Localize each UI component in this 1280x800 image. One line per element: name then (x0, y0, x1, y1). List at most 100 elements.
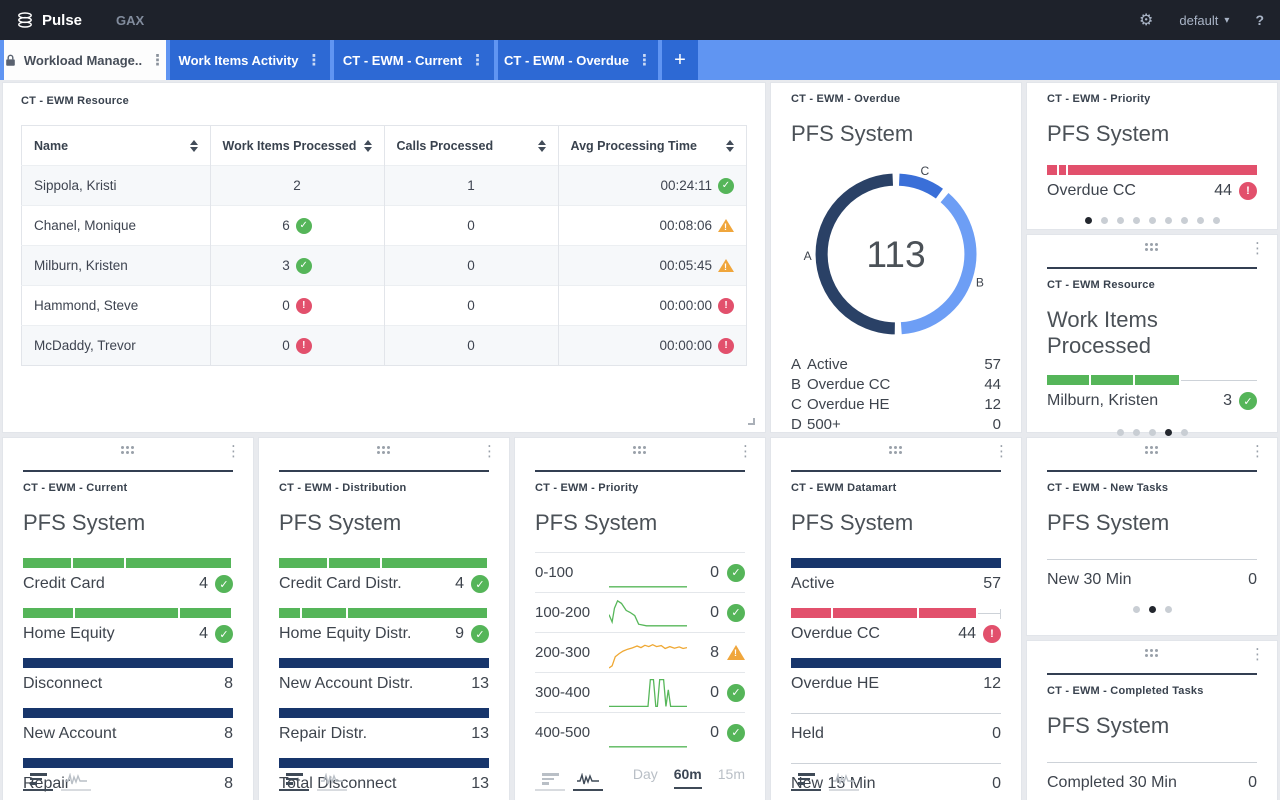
pagination-dots[interactable] (1047, 606, 1257, 613)
widget-title: CT - EWM - Distribution (279, 482, 407, 494)
sparkline-view-toggle[interactable] (573, 773, 603, 791)
bar-chart-view-toggle[interactable] (279, 773, 309, 791)
kpi-value: 44 (1214, 182, 1232, 199)
bar-chart-view-toggle[interactable] (535, 773, 565, 791)
sparkline-view-toggle[interactable] (829, 773, 859, 791)
pulse-brand[interactable]: Pulse (16, 12, 82, 29)
bar-chart-view-toggle[interactable] (791, 773, 821, 791)
column-header-name[interactable]: Name (21, 125, 211, 166)
object-title: PFS System (279, 510, 402, 535)
kpi-bar (791, 558, 1001, 568)
spark-row: 300-400 0 (535, 672, 745, 712)
widget-ct-ewm-completed-tasks: ⋮ CT - EWM - Completed Tasks PFS System … (1026, 640, 1278, 800)
drag-handle-icon[interactable] (1144, 446, 1160, 456)
help-icon[interactable]: ? (1255, 12, 1264, 28)
drag-handle-icon[interactable] (1144, 243, 1160, 253)
object-title: PFS System (791, 510, 914, 535)
bar-chart-icon (29, 773, 47, 785)
status-alert-icon (718, 297, 734, 314)
widget-divider (791, 470, 1001, 472)
tab-menu-icon[interactable]: ⋮ (636, 51, 652, 69)
object-title: Work Items Processed (1047, 307, 1158, 358)
object-title: PFS System (1047, 121, 1170, 146)
sparkline-chart (609, 677, 687, 709)
widget-menu-icon[interactable]: ⋮ (226, 443, 241, 460)
add-tab-button[interactable]: + (662, 40, 698, 80)
tab-label: CT - EWM - Current (342, 52, 463, 68)
column-header-work-items[interactable]: Work Items Processed (210, 125, 385, 166)
status-ok-icon (215, 625, 233, 643)
tab-menu-icon[interactable]: ⋮ (306, 51, 322, 69)
sort-icon[interactable] (726, 140, 734, 152)
widget-menu-icon[interactable]: ⋮ (1250, 443, 1265, 460)
drag-handle-icon[interactable] (376, 446, 392, 456)
sparkline-chart (609, 597, 687, 629)
tab-label: Work Items Activity (178, 52, 299, 68)
time-range-60m[interactable]: 60m (673, 766, 702, 789)
column-header-avg-time[interactable]: Avg Processing Time (558, 125, 747, 166)
kpi-row: Active 57 (791, 558, 1001, 596)
cell-name: McDaddy, Trevor (21, 325, 211, 366)
sort-icon[interactable] (190, 140, 198, 152)
profile-label: default (1179, 12, 1219, 28)
sort-icon[interactable] (364, 140, 372, 152)
settings-gear-icon[interactable]: ⚙ (1139, 12, 1154, 29)
tab-ct-ewm-overdue[interactable]: CT - EWM - Overdue ⋮ (498, 40, 658, 80)
time-range-15m[interactable]: 15m (717, 766, 745, 782)
cell-avg-time: 00:05:45 (659, 258, 712, 273)
pagination-dots[interactable] (1047, 217, 1257, 224)
cell-calls: 1 (467, 178, 475, 193)
pulse-logo-icon (18, 12, 32, 28)
nav-gax-link[interactable]: GAX (116, 12, 145, 28)
brand-label: Pulse (42, 11, 83, 29)
column-header-calls[interactable]: Calls Processed (384, 125, 559, 166)
sort-icon[interactable] (538, 140, 546, 152)
kpi-bar (791, 708, 1001, 718)
status-warning-icon (718, 259, 734, 272)
kpi-row: Disconnect 8 (23, 658, 233, 696)
profile-dropdown[interactable]: default ▾ (1179, 13, 1229, 28)
cell-work-items: 2 (293, 178, 301, 193)
widget-ct-ewm-new-tasks: ⋮ CT - EWM - New Tasks PFS System New 30… (1026, 437, 1278, 636)
object-title: PFS System (791, 121, 914, 146)
table-row: McDaddy, Trevor 0 0 00:00:00 (21, 325, 747, 366)
kpi-row: Home Equity 4 (23, 608, 233, 646)
widget-resize-handle[interactable] (748, 418, 755, 425)
tab-menu-icon[interactable]: ⋮ (470, 51, 486, 69)
widget-menu-icon[interactable]: ⋮ (482, 443, 497, 460)
drag-handle-icon[interactable] (1144, 649, 1160, 659)
cell-name: Sippola, Kristi (21, 165, 211, 206)
widget-menu-icon[interactable]: ⋮ (1250, 646, 1265, 663)
widget-menu-icon[interactable]: ⋮ (1250, 240, 1265, 257)
kpi-bar (1047, 165, 1257, 175)
tab-work-items-activity[interactable]: Work Items Activity ⋮ (170, 40, 330, 80)
widget-ct-ewm-priority-small: CT - EWM - Priority PFS System Overdue C… (1026, 82, 1278, 230)
tab-ct-ewm-current[interactable]: CT - EWM - Current ⋮ (334, 40, 494, 80)
widget-title: CT - EWM - Priority (535, 482, 639, 494)
drag-handle-icon[interactable] (888, 446, 904, 456)
widget-menu-icon[interactable]: ⋮ (738, 443, 753, 460)
tab-menu-icon[interactable]: ⋮ (150, 51, 166, 69)
sparkline-view-toggle[interactable] (61, 773, 91, 791)
chevron-down-icon: ▾ (1224, 14, 1230, 26)
status-alert-icon (718, 337, 734, 354)
widget-menu-icon[interactable]: ⋮ (994, 443, 1009, 460)
sparkline-view-toggle[interactable] (317, 773, 347, 791)
pagination-dots[interactable] (1047, 429, 1257, 436)
tab-workload-management[interactable]: Workload Manage.. ⋮ (4, 40, 166, 80)
drag-handle-icon[interactable] (120, 446, 136, 456)
status-alert-icon (295, 337, 312, 354)
kpi-overdue-cc: Overdue CC 44 (1047, 165, 1257, 203)
kpi-row: Overdue HE 12 (791, 658, 1001, 696)
sparkline-icon (577, 773, 599, 785)
drag-handle-icon[interactable] (632, 446, 648, 456)
spark-row: 0-100 0 (535, 552, 745, 592)
cell-name: Hammond, Steve (21, 285, 211, 326)
bar-chart-icon (541, 773, 559, 785)
time-range-day[interactable]: Day (632, 766, 658, 782)
sparkline-chart (609, 557, 687, 589)
bar-chart-view-toggle[interactable] (23, 773, 53, 791)
kpi-row: Overdue CC 44 (791, 608, 1002, 646)
object-title: PFS System (23, 510, 146, 535)
widget-work-items-processed: ⋮ CT - EWM Resource Work Items Processed… (1026, 234, 1278, 436)
